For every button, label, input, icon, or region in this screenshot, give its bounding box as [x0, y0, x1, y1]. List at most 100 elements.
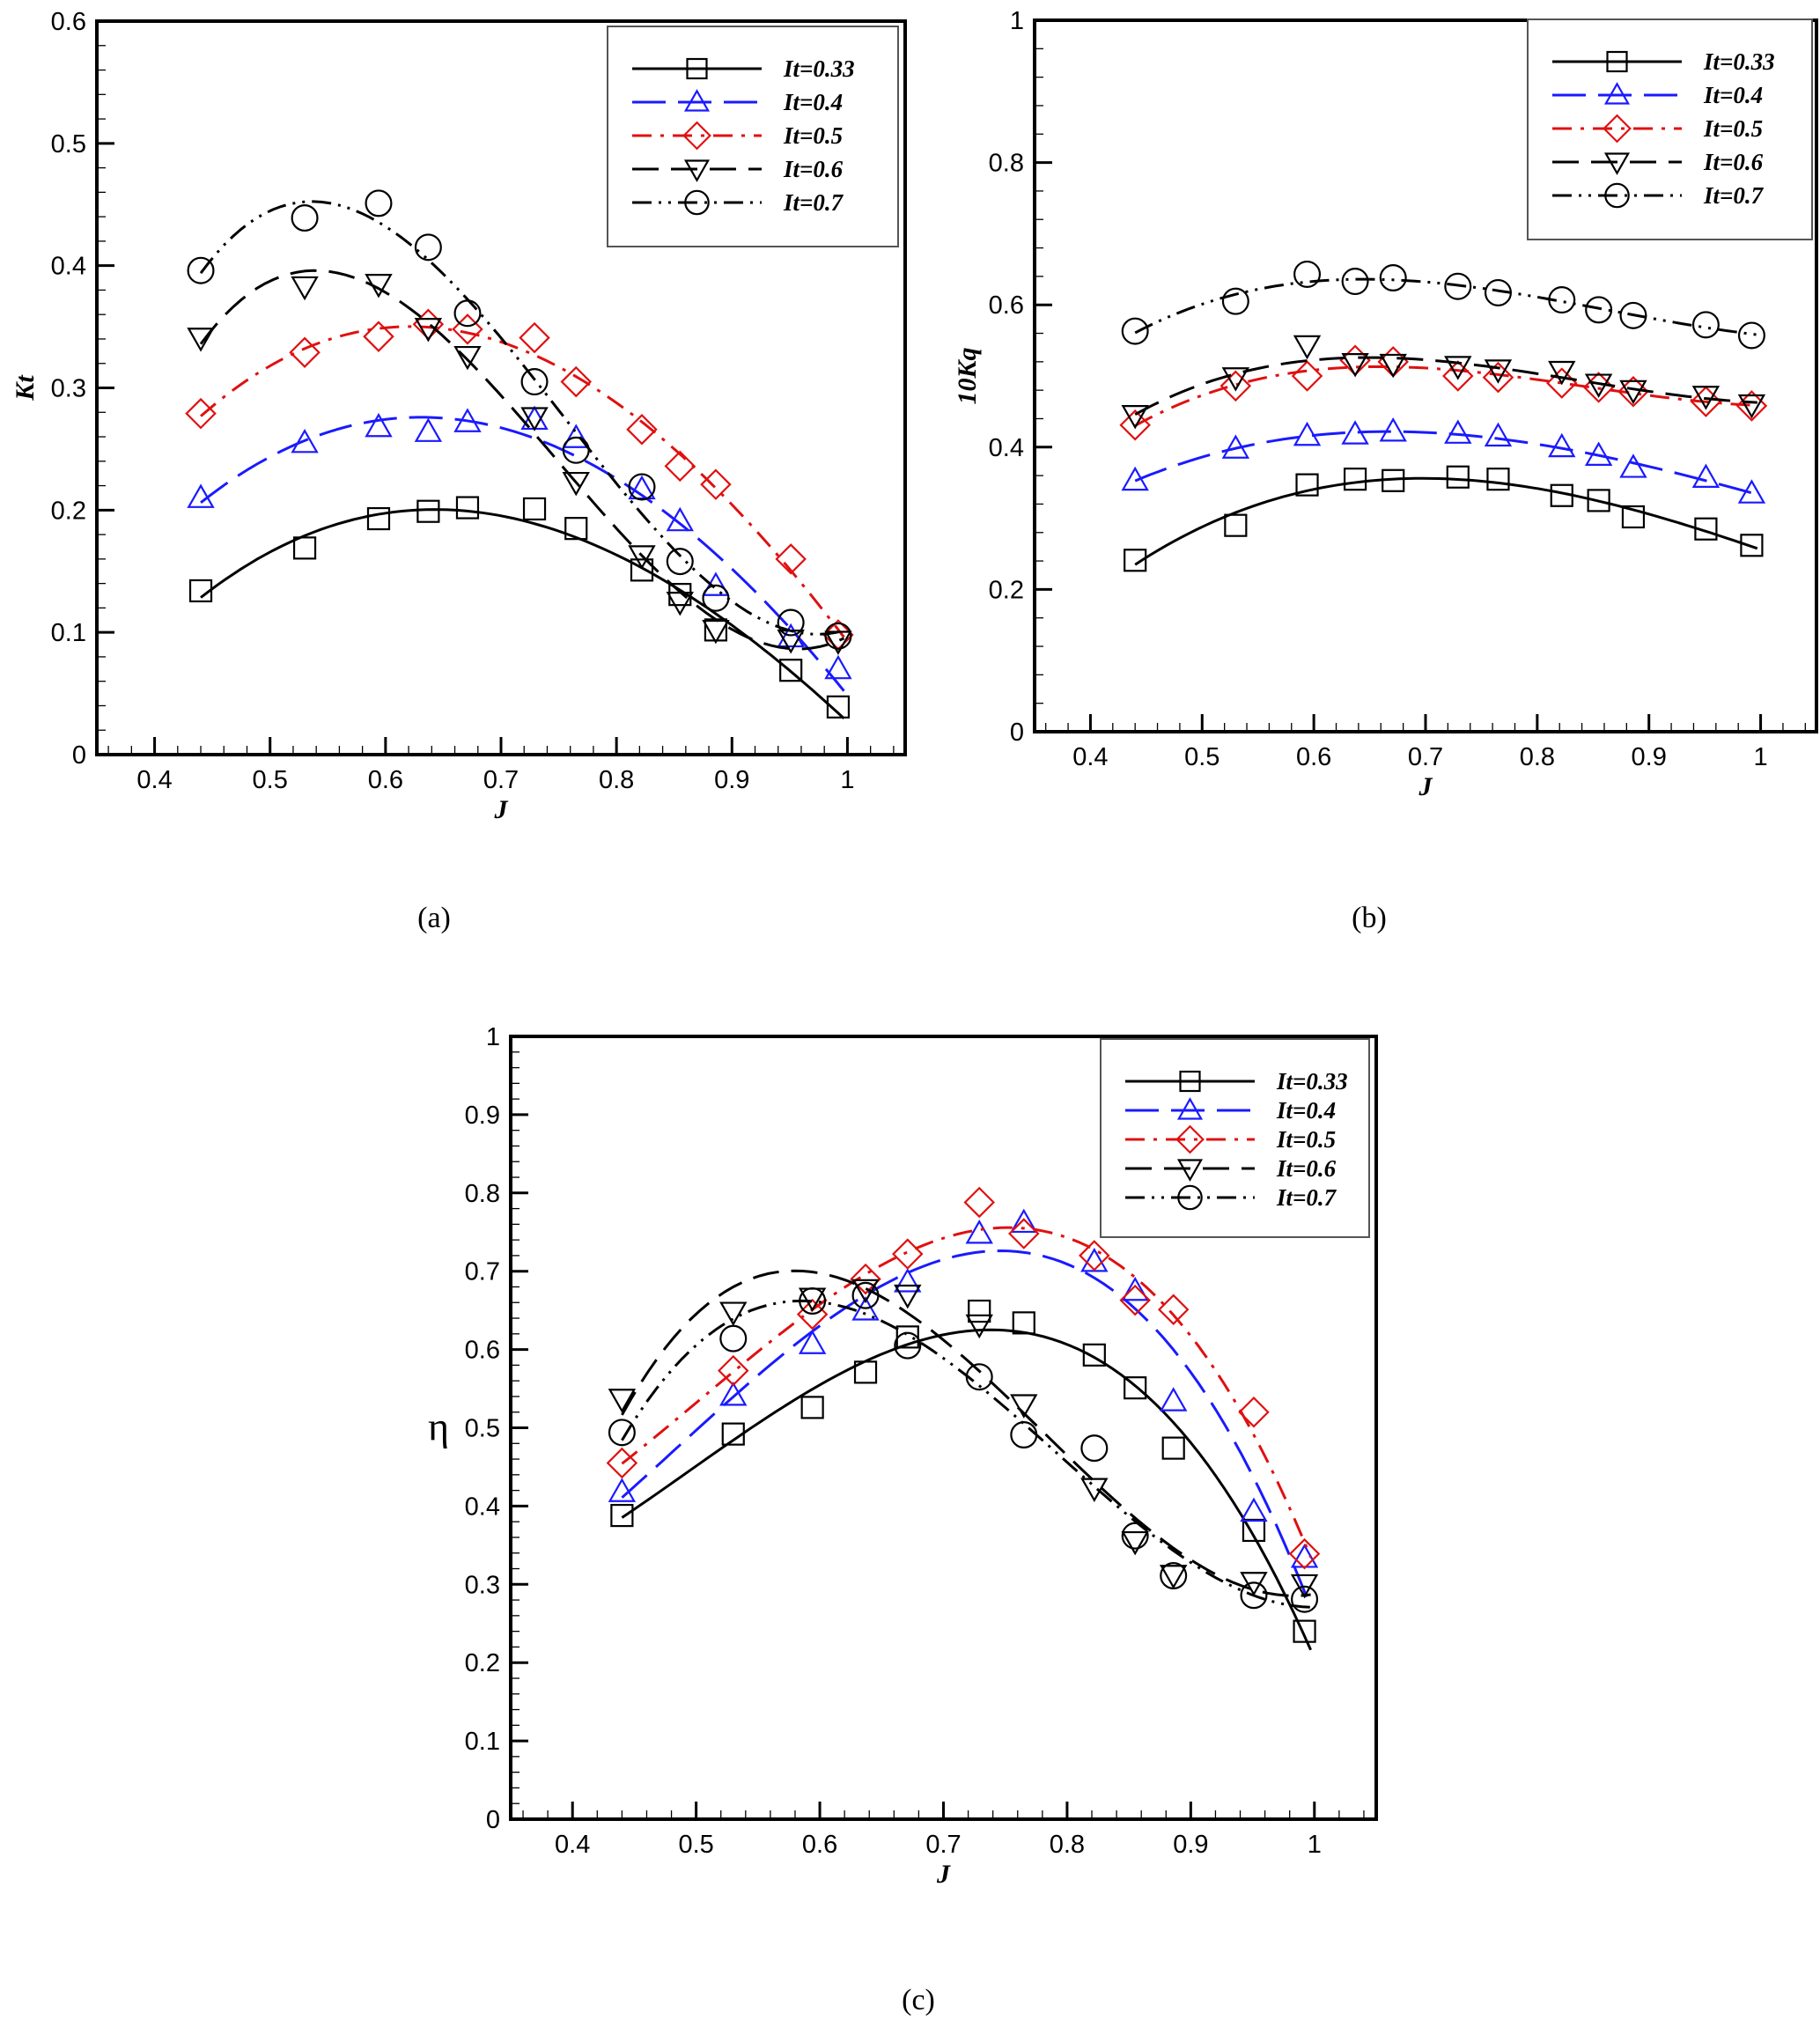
- data-point: [1619, 453, 1647, 478]
- x-tick-label: 0.7: [925, 1831, 961, 1859]
- data-point: [1691, 311, 1720, 339]
- data-point: [628, 545, 656, 570]
- data-point: [1691, 463, 1721, 488]
- data-point: [721, 1422, 745, 1446]
- series-line: [621, 1226, 1312, 1559]
- series-it-0-4: [608, 1208, 1319, 1608]
- data-point: [1238, 1396, 1270, 1428]
- data-point: [560, 365, 592, 398]
- data-point: [965, 1314, 993, 1339]
- data-point: [1010, 1421, 1038, 1449]
- data-point: [1341, 268, 1369, 296]
- data-point: [1290, 1574, 1319, 1599]
- data-point: [1008, 1218, 1040, 1249]
- data-point: [1442, 360, 1474, 392]
- x-tick-label: 0.9: [1173, 1831, 1208, 1859]
- data-point: [608, 1389, 637, 1413]
- x-tick-label: 0.5: [253, 766, 288, 794]
- data-point: [719, 1382, 748, 1406]
- series-it-0-6: [1121, 335, 1766, 430]
- data-point: [1584, 441, 1613, 466]
- data-point: [1293, 421, 1322, 446]
- data-point: [1341, 353, 1369, 378]
- data-point: [522, 497, 547, 521]
- data-point: [1119, 409, 1151, 441]
- legend-label: It=0.6: [1276, 1155, 1337, 1182]
- caption-b: (b): [1352, 902, 1387, 934]
- data-point: [520, 407, 549, 431]
- data-point: [610, 1503, 634, 1528]
- data-point: [664, 450, 696, 483]
- data-point: [291, 428, 319, 453]
- series-it-0-33: [610, 1299, 1316, 1651]
- legend-marker-icon: [1603, 114, 1632, 144]
- x-tick-label: 0.4: [555, 1831, 590, 1859]
- data-point: [1221, 434, 1250, 459]
- data-point: [700, 468, 732, 500]
- series-it-0-7: [608, 1281, 1319, 1613]
- data-point: [824, 654, 852, 680]
- data-point: [1585, 296, 1613, 324]
- y-tick-label: 0.1: [51, 619, 86, 647]
- data-point: [894, 1284, 922, 1309]
- legend-marker-icon: [1603, 82, 1631, 105]
- series-it-0-5: [185, 308, 854, 651]
- legend-label: It=0.7: [1703, 182, 1765, 209]
- data-point: [1548, 432, 1576, 458]
- data-point: [292, 536, 317, 560]
- x-tick-label: 0.8: [1050, 1831, 1085, 1859]
- data-point: [965, 1220, 993, 1244]
- x-tick-label: 0.6: [1296, 743, 1331, 771]
- legend-marker-icon: [1179, 1070, 1201, 1093]
- series-line: [1134, 476, 1758, 566]
- data-point: [718, 1354, 749, 1387]
- data-point: [798, 1330, 827, 1354]
- y-tick-label: 0.5: [51, 130, 86, 158]
- data-point: [1010, 1394, 1038, 1419]
- x-tick-label: 0.6: [802, 1831, 837, 1859]
- data-point: [1161, 1436, 1185, 1460]
- data-point: [800, 1396, 824, 1419]
- data-point: [1293, 335, 1322, 360]
- data-point: [892, 1238, 924, 1270]
- data-point: [365, 412, 393, 438]
- legend-label: It=0.5: [783, 122, 843, 149]
- series-it-0-6: [187, 269, 852, 655]
- data-point: [291, 204, 319, 232]
- data-point: [826, 695, 851, 719]
- data-point: [628, 473, 656, 501]
- data-point: [1444, 356, 1472, 380]
- data-point: [1124, 549, 1147, 572]
- data-point: [187, 328, 215, 352]
- data-point: [1293, 260, 1322, 288]
- data-point: [853, 1360, 878, 1384]
- data-point: [1012, 1311, 1035, 1335]
- legend-marker-icon: [1175, 1124, 1205, 1154]
- data-point: [719, 1324, 748, 1353]
- data-point: [1160, 1387, 1188, 1412]
- data-point: [1291, 360, 1323, 392]
- data-point: [453, 299, 482, 328]
- data-point: [630, 558, 654, 582]
- x-tick-label: 0.5: [1184, 743, 1219, 771]
- data-point: [366, 506, 391, 531]
- legend-box: [1527, 18, 1813, 240]
- legend-marker-icon: [1177, 1184, 1203, 1211]
- legend-marker-icon: [1604, 182, 1630, 209]
- data-point: [1224, 513, 1248, 537]
- x-tick-label: 0.5: [678, 1831, 713, 1859]
- data-point: [187, 256, 215, 284]
- data-point: [562, 436, 590, 464]
- data-point: [1690, 386, 1722, 417]
- y-tick-label: 0: [72, 741, 86, 770]
- data-point: [775, 543, 807, 575]
- series-line: [621, 1328, 1312, 1651]
- data-point: [1550, 483, 1573, 507]
- data-point: [666, 506, 694, 532]
- y-tick-label: 1: [1010, 7, 1024, 35]
- data-point: [719, 1301, 748, 1326]
- y-tick-label: 0.2: [51, 497, 86, 525]
- data-point: [608, 1419, 636, 1447]
- legend-label: It=0.6: [1703, 149, 1764, 175]
- data-point: [1010, 1208, 1038, 1234]
